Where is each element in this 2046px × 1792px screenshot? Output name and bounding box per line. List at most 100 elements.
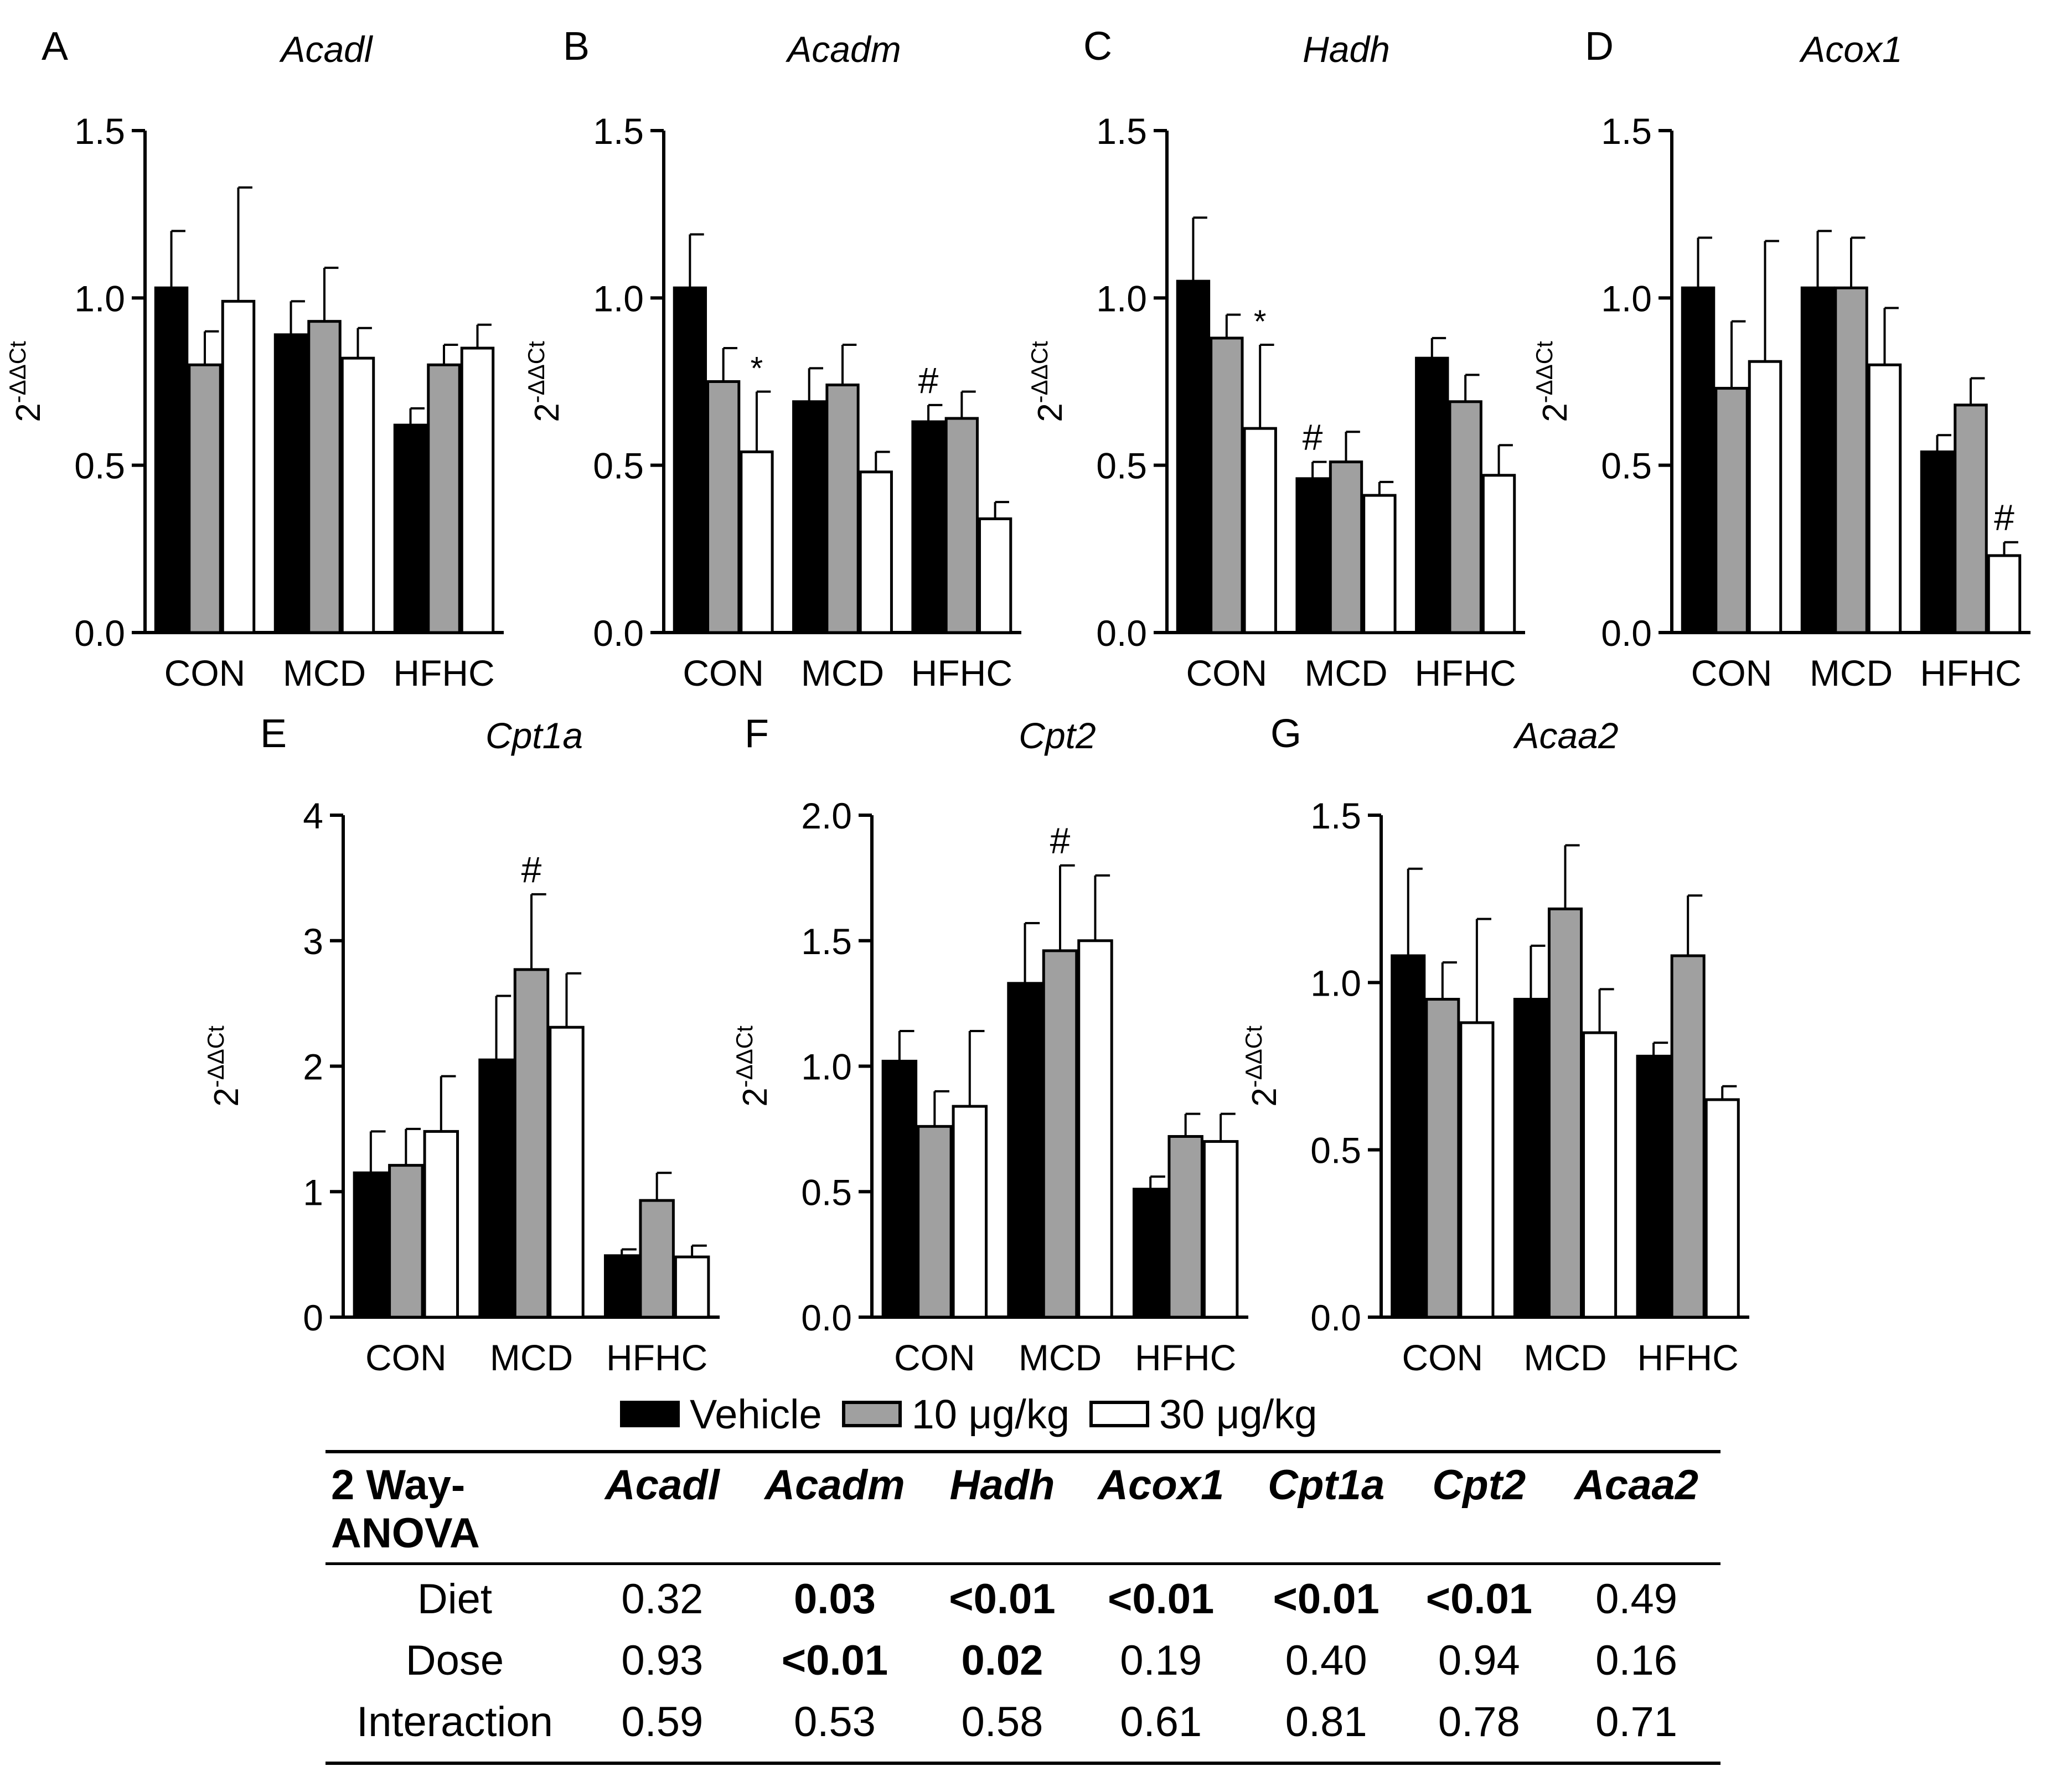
y-axis-label: 2-ΔΔCt [731, 1026, 774, 1107]
legend-label-30ug: 30 μg/kg [1159, 1391, 1318, 1437]
x-tick-label: HFHC [1637, 1337, 1739, 1378]
y-tick-label: 1.0 [801, 1047, 852, 1087]
bar [549, 1026, 585, 1319]
chart-title: Acadl [278, 29, 373, 70]
anova-cell: 0.53 [793, 1698, 876, 1746]
anova-row-label: Dose [405, 1636, 504, 1684]
legend-swatch-vehicle [620, 1401, 680, 1427]
bar [427, 363, 461, 634]
bar [740, 450, 774, 634]
bar [1681, 286, 1716, 634]
y-tick-label: 2 [303, 1047, 323, 1087]
x-tick-label: CON [1691, 652, 1773, 693]
y-tick-label: 1.0 [1310, 962, 1361, 1003]
x-tick-label: HFHC [911, 652, 1012, 693]
y-tick-label: 1.5 [593, 111, 644, 152]
bar [1007, 982, 1043, 1319]
bar [1636, 1054, 1671, 1319]
chart-title: Hadh [1303, 29, 1390, 70]
y-axis-label: 2-ΔΔCt [203, 1026, 246, 1107]
y-tick-label: 0.5 [1601, 446, 1652, 486]
bar [478, 1058, 514, 1319]
anova-gene-header: Hadh [949, 1462, 1055, 1509]
significance-marker: # [521, 849, 542, 890]
y-tick-label: 4 [303, 795, 323, 836]
bar [1704, 1098, 1740, 1319]
bar [1748, 360, 1782, 634]
bar [1295, 477, 1330, 634]
bar [859, 470, 893, 634]
y-axis-label: 2-ΔΔCt [1026, 341, 1070, 422]
chart-title: Acaa2 [1512, 715, 1618, 756]
x-tick-label: HFHC [1415, 652, 1516, 693]
bar [1987, 554, 2022, 634]
y-tick-label: 0.5 [1310, 1130, 1361, 1171]
legend-swatch-30ug [1089, 1401, 1150, 1427]
y-axis-label-base: 2 [528, 403, 566, 422]
bar [1362, 494, 1397, 634]
bar [944, 417, 979, 634]
anova-cell: <0.01 [1273, 1575, 1380, 1623]
bar [1513, 998, 1548, 1319]
bar [513, 968, 550, 1319]
panel-letter: D [1585, 24, 1614, 69]
y-tick-label: 1.0 [1601, 278, 1652, 319]
bar [917, 1125, 953, 1319]
anova-cell: 0.71 [1595, 1698, 1677, 1746]
anova-table-header: 2 Way- ANOVA Acadl Acadm Hadh Acox1 Cpt1a… [326, 1452, 1720, 1564]
bar [1167, 1135, 1203, 1319]
y-axis-label-superscript: -ΔΔCt [1531, 341, 1557, 403]
anova-gene-header: Cpt1a [1268, 1462, 1385, 1509]
y-axis-label-superscript: -ΔΔCt [731, 1026, 757, 1087]
y-axis-label-base: 2 [1536, 403, 1574, 422]
panel-letter: E [260, 712, 287, 756]
chart-panel-f: F Cpt2 2-ΔΔCt 0.0 0.5 1.0 1.5 2.0 CON MCD HFHC # [731, 712, 1248, 1378]
chart-panel-c: C Hadh 2-ΔΔCt 0.0 0.5 1.0 1.5 CON MCD HFHC * # [1026, 24, 1525, 693]
bar [881, 1059, 918, 1319]
bar [1415, 356, 1449, 634]
anova-cell: 0.02 [961, 1636, 1043, 1684]
anova-header-label: 2 Way- ANOVA [326, 1452, 584, 1563]
anova-row-interaction: Interaction 0.59 0.53 0.58 0.61 0.81 0.78 0.71 [326, 1688, 1720, 1764]
bar [340, 356, 375, 634]
panel-letter: C [1083, 24, 1112, 69]
y-tick-label: 0.5 [593, 446, 644, 486]
x-tick-label: HFHC [606, 1337, 707, 1378]
bar [1459, 1021, 1495, 1319]
x-tick-label: CON [683, 652, 764, 693]
anova-table: 2 Way- ANOVA Acadl Acadm Hadh Acox1 Cpt1a… [326, 1450, 1720, 1765]
x-tick-label: HFHC [1135, 1337, 1236, 1378]
y-tick-label: 0.0 [1310, 1297, 1361, 1338]
legend-label-vehicle: Vehicle [690, 1391, 822, 1437]
bar [307, 320, 342, 634]
anova-cell: <0.01 [1425, 1575, 1532, 1623]
y-tick-label: 1.5 [801, 921, 852, 962]
significance-marker: # [1994, 497, 2014, 538]
y-tick-label: 1 [303, 1172, 323, 1213]
anova-cell: 0.58 [961, 1698, 1043, 1746]
bar [978, 517, 1012, 634]
y-axis-label-base: 2 [208, 1087, 246, 1106]
y-tick-label: 1.5 [1096, 111, 1147, 152]
bar [1243, 427, 1277, 634]
bar [952, 1105, 988, 1319]
y-tick-label: 0.5 [801, 1172, 852, 1213]
chart-title: Cpt2 [1019, 715, 1096, 756]
legend-item-10ug: 10 μg/kg [841, 1391, 1070, 1438]
bar [1176, 279, 1211, 634]
anova-header-line1: 2 Way- [331, 1462, 466, 1509]
anova-cell: <0.01 [949, 1575, 1056, 1623]
y-tick-label: 0.0 [74, 613, 125, 654]
bar [706, 380, 741, 634]
x-tick-label: CON [1402, 1337, 1483, 1378]
bar [1670, 954, 1706, 1319]
x-tick-label: CON [894, 1337, 975, 1378]
anova-cell: 0.16 [1595, 1636, 1677, 1684]
bar [1210, 336, 1244, 634]
y-tick-label: 1.5 [1310, 795, 1361, 836]
bar [1834, 286, 1868, 634]
anova-gene-header: Acadm [764, 1462, 905, 1509]
bar [154, 286, 189, 634]
y-tick-label: 0.5 [1096, 446, 1147, 486]
